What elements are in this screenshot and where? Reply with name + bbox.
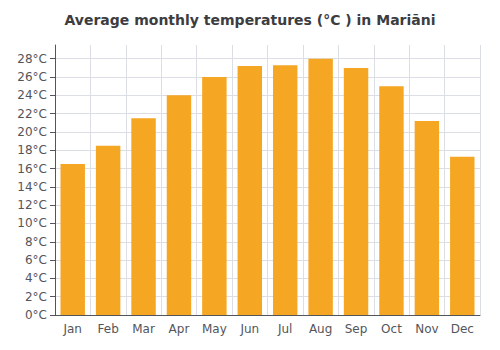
- svg-text:12°C: 12°C: [17, 198, 47, 212]
- svg-text:Mar: Mar: [132, 322, 155, 336]
- svg-text:28°C: 28°C: [17, 52, 47, 66]
- svg-text:2°C: 2°C: [25, 290, 47, 304]
- svg-text:Average monthly temperatures (: Average monthly temperatures (°C ) in Ma…: [65, 12, 436, 28]
- svg-text:18°C: 18°C: [17, 143, 47, 157]
- svg-text:10°C: 10°C: [17, 216, 47, 230]
- svg-text:20°C: 20°C: [17, 125, 47, 139]
- svg-text:22°C: 22°C: [17, 107, 47, 121]
- svg-text:Dec: Dec: [451, 322, 474, 336]
- svg-text:14°C: 14°C: [17, 180, 47, 194]
- svg-text:Jul: Jul: [277, 322, 292, 336]
- svg-text:8°C: 8°C: [25, 235, 47, 249]
- svg-text:26°C: 26°C: [17, 70, 47, 84]
- svg-text:Oct: Oct: [381, 322, 402, 336]
- svg-text:4°C: 4°C: [25, 271, 47, 285]
- svg-text:May: May: [202, 322, 227, 336]
- svg-text:Feb: Feb: [98, 322, 119, 336]
- svg-text:0°C: 0°C: [25, 308, 47, 322]
- svg-text:16°C: 16°C: [17, 162, 47, 176]
- svg-text:Nov: Nov: [415, 322, 438, 336]
- svg-text:Apr: Apr: [169, 322, 190, 336]
- svg-text:Sep: Sep: [345, 322, 368, 336]
- svg-text:Jun: Jun: [239, 322, 259, 336]
- svg-text:24°C: 24°C: [17, 88, 47, 102]
- svg-text:6°C: 6°C: [25, 253, 47, 267]
- svg-text:Aug: Aug: [309, 322, 332, 336]
- svg-text:Jan: Jan: [62, 322, 82, 336]
